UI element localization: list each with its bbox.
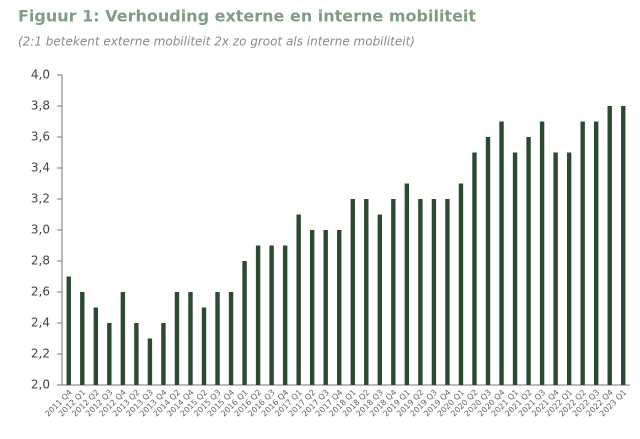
bar xyxy=(364,199,369,385)
bar xyxy=(350,199,355,385)
bar xyxy=(404,183,410,385)
bar xyxy=(539,121,545,385)
bar xyxy=(309,230,315,385)
bar xyxy=(174,292,180,385)
bar xyxy=(445,199,450,385)
bar xyxy=(472,152,477,385)
bar xyxy=(242,261,247,385)
bar xyxy=(580,121,585,385)
bar xyxy=(80,292,85,385)
bar xyxy=(391,199,396,385)
bar xyxy=(499,121,504,385)
bar xyxy=(188,292,193,385)
y-tick-label: 2,2 xyxy=(31,347,50,361)
y-tick-label: 3,0 xyxy=(31,223,50,237)
bar xyxy=(147,338,153,385)
bar xyxy=(134,323,139,385)
bar xyxy=(593,121,599,385)
y-tick-label: 3,2 xyxy=(31,192,50,206)
y-tick-label: 2,6 xyxy=(31,285,50,299)
chart-title: Figuur 1: Verhouding externe en interne … xyxy=(18,7,476,26)
chart-subtitle: (2:1 betekent externe mobiliteit 2x zo g… xyxy=(18,35,415,49)
bar xyxy=(485,137,491,385)
bar xyxy=(323,230,328,385)
bar xyxy=(431,199,437,385)
bar xyxy=(107,323,112,385)
y-tick-label: 2,0 xyxy=(31,378,50,392)
bar xyxy=(282,245,288,385)
bar xyxy=(553,152,558,385)
bar xyxy=(621,106,626,385)
bar xyxy=(566,152,572,385)
bar xyxy=(269,245,274,385)
bar xyxy=(120,292,126,385)
bar xyxy=(296,214,301,385)
bar xyxy=(255,245,261,385)
bar xyxy=(512,152,518,385)
bar xyxy=(215,292,220,385)
bar xyxy=(377,214,383,385)
bar xyxy=(66,276,71,385)
bar xyxy=(418,199,423,385)
y-tick-label: 4,0 xyxy=(31,68,50,82)
bar xyxy=(526,137,531,385)
y-tick-label: 3,8 xyxy=(31,99,50,113)
bar xyxy=(458,183,464,385)
y-tick-label: 3,4 xyxy=(31,161,50,175)
bar xyxy=(161,323,166,385)
y-tick-label: 2,4 xyxy=(31,316,50,330)
y-tick-label: 2,8 xyxy=(31,254,50,268)
bar xyxy=(228,292,234,385)
bar xyxy=(337,230,342,385)
bar xyxy=(93,307,99,385)
bar xyxy=(607,106,612,385)
y-tick-label: 3,6 xyxy=(31,130,50,144)
bar xyxy=(201,307,207,385)
